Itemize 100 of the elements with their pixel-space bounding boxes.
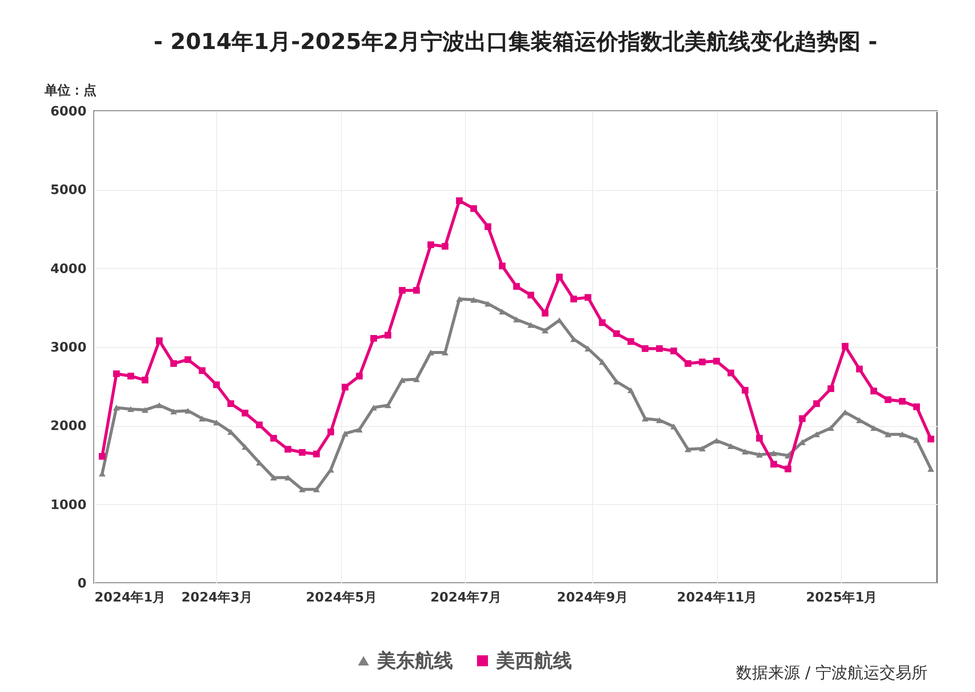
point <box>542 310 548 317</box>
point <box>413 376 420 382</box>
point <box>370 404 377 410</box>
point <box>642 416 648 422</box>
point <box>613 330 620 337</box>
point <box>184 356 192 363</box>
point <box>698 358 706 366</box>
x-tick-label: 2024年9月 <box>556 590 628 606</box>
point <box>284 446 292 453</box>
point <box>198 367 206 374</box>
point <box>370 334 377 342</box>
legend-label: 美西航线 <box>495 650 572 672</box>
point <box>870 388 878 394</box>
y-tick-label: 2000 <box>50 419 86 434</box>
point <box>884 431 892 438</box>
point <box>770 450 778 456</box>
point <box>98 452 106 460</box>
point <box>470 296 478 303</box>
point <box>242 410 248 416</box>
point <box>342 430 348 436</box>
y-tick-label: 0 <box>77 576 86 592</box>
point <box>670 348 678 354</box>
y-tick-label: 5000 <box>50 183 86 198</box>
point <box>784 466 792 472</box>
point <box>298 486 306 492</box>
point <box>542 328 548 334</box>
x-tick-label: 2024年1月 <box>94 590 166 606</box>
point <box>527 322 534 328</box>
point <box>727 443 734 450</box>
point <box>113 404 120 410</box>
x-tick-label: 2024年5月 <box>306 590 378 606</box>
point <box>813 431 820 438</box>
point <box>928 436 934 442</box>
point <box>913 403 920 410</box>
point <box>756 452 763 458</box>
chart-title: - 2014年1月-2025年2月宁波出口集装箱运价指数北美航线变化趋势图 - <box>154 29 878 55</box>
point <box>884 396 892 404</box>
y-tick-label: 3000 <box>50 340 86 356</box>
y-tick-label: 4000 <box>50 262 86 277</box>
point <box>570 296 578 302</box>
x-tick-label: 2024年7月 <box>430 590 502 606</box>
y-tick-label: 1000 <box>50 498 86 513</box>
point <box>142 376 148 384</box>
point <box>484 223 492 230</box>
x-tick-label: 2024年3月 <box>181 590 253 606</box>
point <box>270 434 277 442</box>
point <box>398 287 406 294</box>
y-tick-label: 6000 <box>50 104 86 120</box>
point <box>656 345 663 352</box>
point <box>484 300 492 307</box>
point <box>356 426 363 433</box>
point <box>684 446 692 452</box>
point <box>828 425 834 431</box>
point <box>413 287 420 294</box>
y-axis-title: 单位：点 <box>44 82 96 98</box>
point <box>670 424 678 430</box>
point <box>742 448 748 455</box>
point <box>213 381 220 388</box>
point <box>170 360 177 367</box>
point <box>828 385 834 392</box>
point <box>813 400 820 407</box>
point <box>384 402 392 408</box>
point <box>427 241 434 248</box>
point <box>856 417 863 424</box>
point <box>627 338 634 345</box>
point <box>727 370 734 376</box>
point <box>313 450 320 458</box>
point <box>256 422 263 428</box>
x-tick-label: 2024年11月 <box>676 590 758 606</box>
point <box>398 377 406 383</box>
point <box>584 294 592 301</box>
point <box>270 474 277 480</box>
point <box>384 332 392 339</box>
point <box>556 274 563 280</box>
point <box>356 372 363 380</box>
source-note: 数据来源 / 宁波航运交易所 <box>736 663 928 684</box>
point <box>656 417 663 424</box>
point <box>184 408 192 414</box>
point <box>770 460 778 468</box>
x-tick-label: 2025年1月 <box>806 590 878 606</box>
point <box>442 242 448 250</box>
legend-label: 美东航线 <box>376 650 453 672</box>
point <box>870 425 878 431</box>
point <box>127 372 134 380</box>
point <box>527 292 534 298</box>
point <box>856 366 863 372</box>
point <box>713 358 720 365</box>
point <box>513 316 520 322</box>
point <box>784 452 792 458</box>
point <box>127 406 134 412</box>
point <box>427 350 434 356</box>
point <box>798 415 806 422</box>
point <box>913 436 920 443</box>
point <box>198 416 206 422</box>
point <box>313 486 320 492</box>
point <box>156 402 163 408</box>
point <box>898 398 906 405</box>
point <box>513 283 520 290</box>
point <box>627 387 634 394</box>
point <box>842 342 848 350</box>
